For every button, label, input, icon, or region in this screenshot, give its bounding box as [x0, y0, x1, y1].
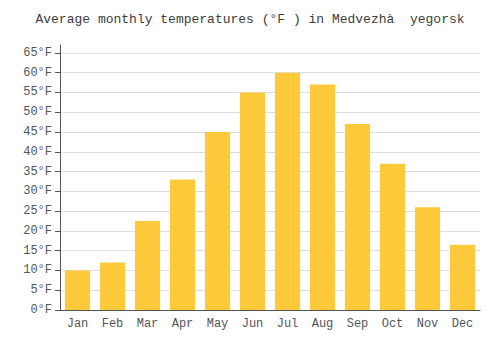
svg-text:Nov: Nov: [417, 317, 439, 331]
svg-text:Apr: Apr: [172, 317, 194, 331]
svg-text:55°F: 55°F: [23, 85, 52, 99]
svg-text:Jan: Jan: [67, 317, 89, 331]
svg-text:20°F: 20°F: [23, 224, 52, 238]
svg-text:Aug: Aug: [312, 317, 334, 331]
svg-text:Mar: Mar: [137, 317, 159, 331]
svg-text:45°F: 45°F: [23, 125, 52, 139]
svg-text:Jun: Jun: [242, 317, 264, 331]
svg-text:10°F: 10°F: [23, 263, 52, 277]
svg-text:65°F: 65°F: [23, 46, 52, 60]
svg-text:50°F: 50°F: [23, 105, 52, 119]
svg-text:Dec: Dec: [452, 317, 474, 331]
svg-text:15°F: 15°F: [23, 244, 52, 258]
svg-text:0°F: 0°F: [30, 303, 52, 317]
svg-text:Sep: Sep: [347, 317, 369, 331]
svg-text:Oct: Oct: [382, 317, 404, 331]
svg-text:May: May: [207, 317, 229, 331]
svg-text:Feb: Feb: [102, 317, 124, 331]
svg-text:35°F: 35°F: [23, 165, 52, 179]
svg-text:Jul: Jul: [277, 317, 299, 331]
svg-text:Average monthly temperatures (: Average monthly temperatures (°F ) in Me…: [35, 12, 464, 27]
svg-text:40°F: 40°F: [23, 145, 52, 159]
svg-text:5°F: 5°F: [30, 283, 52, 297]
svg-text:30°F: 30°F: [23, 184, 52, 198]
svg-text:60°F: 60°F: [23, 66, 52, 80]
svg-text:25°F: 25°F: [23, 204, 52, 218]
